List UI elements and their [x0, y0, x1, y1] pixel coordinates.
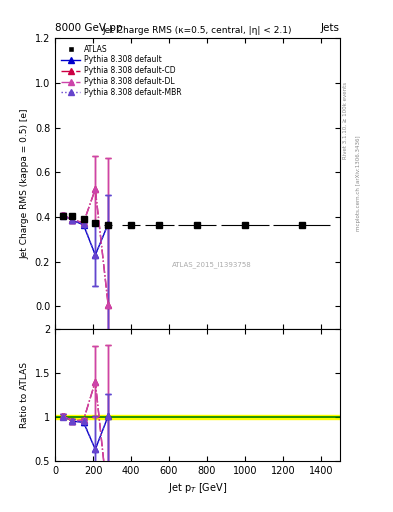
Text: Rivet 3.1.10, ≥ 100k events: Rivet 3.1.10, ≥ 100k events — [343, 82, 348, 159]
Y-axis label: Jet Charge RMS (kappa = 0.5) [e]: Jet Charge RMS (kappa = 0.5) [e] — [20, 109, 29, 259]
Text: ATLAS_2015_I1393758: ATLAS_2015_I1393758 — [172, 262, 252, 268]
Text: mcplots.cern.ch [arXiv:1306.3436]: mcplots.cern.ch [arXiv:1306.3436] — [356, 136, 361, 231]
Title: Jet Charge RMS (κ=0.5, central, |η| < 2.1): Jet Charge RMS (κ=0.5, central, |η| < 2.… — [103, 26, 292, 35]
Text: 8000 GeV pp: 8000 GeV pp — [55, 23, 123, 33]
Bar — [55, 415, 340, 419]
Y-axis label: Ratio to ATLAS: Ratio to ATLAS — [20, 362, 29, 428]
Legend: ATLAS, Pythia 8.308 default, Pythia 8.308 default-CD, Pythia 8.308 default-DL, P: ATLAS, Pythia 8.308 default, Pythia 8.30… — [59, 42, 184, 99]
X-axis label: Jet p$_{T}$ [GeV]: Jet p$_{T}$ [GeV] — [168, 481, 227, 495]
Text: Jets: Jets — [321, 23, 340, 33]
